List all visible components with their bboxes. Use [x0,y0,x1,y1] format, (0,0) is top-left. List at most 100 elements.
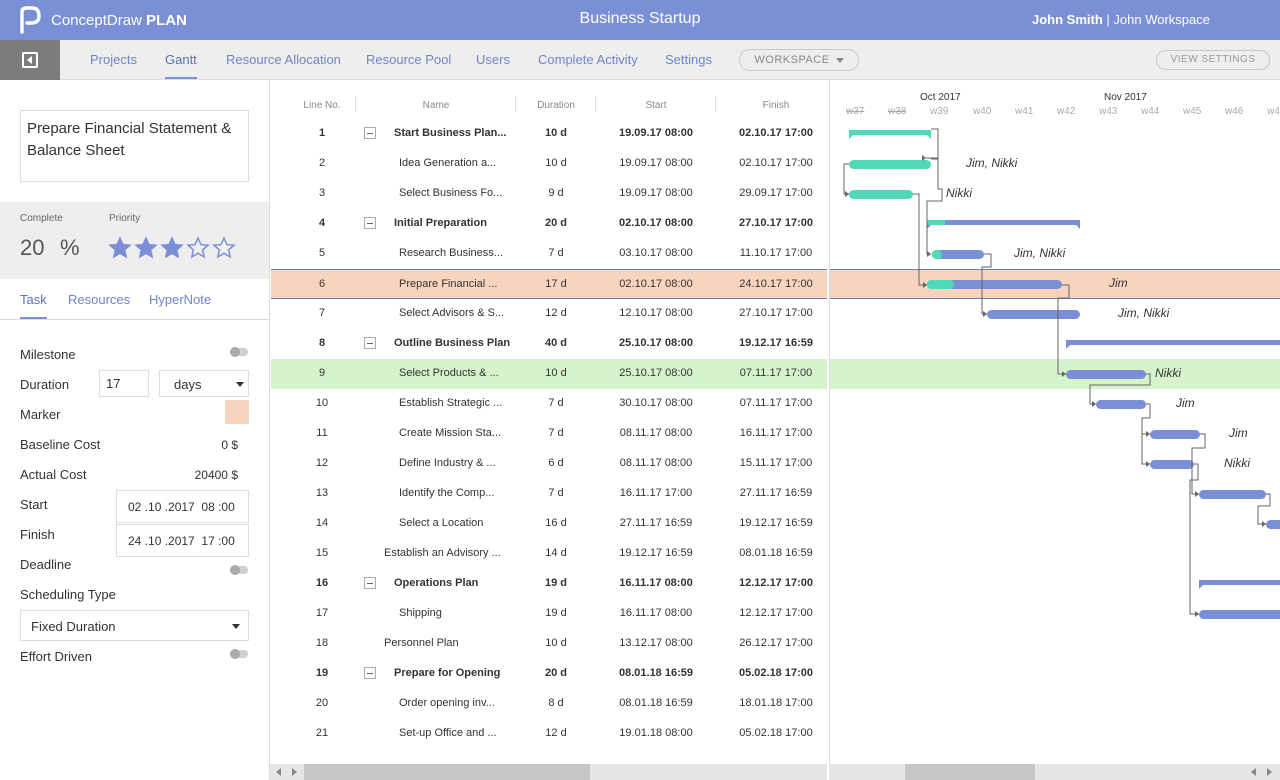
scroll-left-icon[interactable] [1251,768,1256,776]
priority-stars[interactable] [108,236,238,264]
table-row[interactable]: 15 Establish an Advisory ... 14 d 19.12.17 … [271,539,827,569]
summary-bar-cap[interactable] [927,130,931,139]
actual-cost-value[interactable]: 20400 $ [194,468,238,482]
table-row[interactable]: 3 Select Business Fo... 9 d 19.09.17 08:00 2… [271,179,827,209]
task-bar-progress[interactable] [927,280,954,289]
collapse-minus-icon[interactable] [364,127,376,139]
milestone-toggle[interactable] [230,347,248,357]
task-bar[interactable] [927,280,1062,289]
complete-value[interactable]: 20 [20,235,45,260]
scrollbar-thumb[interactable] [905,764,1035,780]
workspace-dropdown[interactable]: WORKSPACE [739,49,859,71]
table-row[interactable]: 7 Select Advisors & S... 12 d 12.10.17 08:0… [271,299,827,329]
finish-date-input[interactable]: 24 .10 .2017 17 :00 [116,524,249,557]
table-row[interactable]: 8 Outline Business Plan 40 d 25.10.17 08:00… [271,329,827,359]
scroll-left-icon[interactable] [276,768,281,776]
star-filled-icon[interactable] [134,236,158,260]
collapse-minus-icon[interactable] [364,337,376,349]
effort-driven-toggle[interactable] [230,649,248,659]
table-row[interactable]: 6 Prepare Financial ... 17 d 02.10.17 08:00… [271,269,827,299]
table-row[interactable]: 5 Research Business... 7 d 03.10.17 08:00 11… [271,239,827,269]
summary-bar-cap[interactable] [849,130,853,139]
task-bar[interactable] [1150,460,1194,469]
tab-gantt[interactable]: Gantt [165,52,197,79]
collapse-minus-icon[interactable] [364,667,376,679]
task-bar[interactable] [1150,430,1200,439]
star-filled-icon[interactable] [160,236,184,260]
scheduling-type-select[interactable]: Fixed Duration [20,610,249,641]
task-bar[interactable] [987,310,1080,319]
table-row[interactable]: 1 Start Business Plan... 10 d 19.09.17 08:0… [271,119,827,149]
task-bar[interactable] [1199,610,1280,619]
duration-input[interactable]: 17 [99,370,149,397]
deadline-toggle[interactable] [230,565,248,575]
star-empty-icon[interactable] [212,236,236,260]
tab-complete-activity[interactable]: Complete Activity [538,52,638,67]
tab-resource-allocation[interactable]: Resource Allocation [226,52,341,67]
dependency-arrow [1062,371,1066,377]
summary-bar[interactable] [927,220,1080,225]
star-empty-icon[interactable] [186,236,210,260]
table-row[interactable]: 18 Personnel Plan 10 d 13.12.17 08:00 26.12.… [271,629,827,659]
start-date-input[interactable]: 02 .10 .2017 08 :00 [116,490,249,523]
summary-bar[interactable] [1199,580,1280,585]
summary-bar-cap[interactable] [1066,340,1070,349]
gantt-horizontal-scrollbar[interactable] [829,764,1280,780]
collapse-minus-icon[interactable] [364,217,376,229]
tab-resource-pool[interactable]: Resource Pool [366,52,452,67]
subtab-resources[interactable]: Resources [68,292,131,307]
table-row[interactable]: 21 Set-up Office and ... 12 d 19.01.18 08:0… [271,719,827,749]
table-row[interactable]: 13 Identify the Comp... 7 d 16.11.17 17:00 2… [271,479,827,509]
summary-bar-cap[interactable] [1199,580,1203,589]
subtab-hypernote[interactable]: HyperNote [149,292,212,307]
view-settings-button[interactable]: VIEW SETTINGS [1156,50,1270,70]
table-row[interactable]: 12 Define Industry & ... 6 d 08.11.17 08:00… [271,449,827,479]
scrollbar-thumb[interactable] [304,764,590,780]
user-name[interactable]: John Smith [1032,12,1103,27]
summary-bar[interactable] [1066,340,1280,345]
workspace-name[interactable]: John Workspace [1113,12,1210,27]
task-bar[interactable] [1096,400,1146,409]
header-name[interactable]: Name [422,100,450,111]
header-duration[interactable]: Duration [537,100,575,111]
tab-settings[interactable]: Settings [665,52,712,67]
table-row[interactable]: 20 Order opening inv... 8 d 08.01.18 16:59 1… [271,689,827,719]
collapse-panel-button[interactable] [0,40,60,80]
duration-unit-select[interactable]: days [159,370,249,397]
subtab-task[interactable]: Task [20,292,47,319]
table-row[interactable]: 4 Initial Preparation 20 d 02.10.17 08:00 27… [271,209,827,239]
user-info[interactable]: John Smith | John Workspace [1032,12,1210,27]
collapse-minus-icon[interactable] [364,577,376,589]
task-bar[interactable] [849,190,913,199]
task-name-field[interactable]: Prepare Financial Statement & Balance Sh… [20,110,249,182]
scroll-right-icon[interactable] [292,768,297,776]
table-row[interactable]: 16 Operations Plan 19 d 16.11.17 08:00 12.12… [271,569,827,599]
task-bar[interactable] [1199,490,1266,499]
table-horizontal-scrollbar[interactable] [270,764,827,780]
summary-bar-cap[interactable] [1076,220,1080,229]
table-row[interactable]: 14 Select a Location 16 d 27.11.17 16:59 19.… [271,509,827,539]
header-start[interactable]: Start [645,100,667,111]
baseline-cost-value[interactable]: 0 $ [221,438,238,452]
summary-bar[interactable] [849,130,931,135]
task-bar[interactable] [849,160,931,169]
marker-color-swatch[interactable] [225,400,249,424]
tab-users[interactable]: Users [476,52,510,67]
gantt-bars[interactable] [830,80,1280,764]
table-row[interactable]: 9 Select Products & ... 10 d 25.10.17 08:00… [271,359,827,389]
table-row[interactable]: 10 Establish Strategic ... 7 d 30.10.17 08:… [271,389,827,419]
task-bar[interactable] [932,250,984,259]
table-row[interactable]: 17 Shipping 19 d 16.11.17 08:00 12.12.17 17:… [271,599,827,629]
tab-projects[interactable]: Projects [90,52,137,67]
header-line-no[interactable]: Line No. [303,100,341,111]
table-row[interactable]: 19 Prepare for Opening 20 d 08.01.18 16:59 0… [271,659,827,689]
task-bar-progress[interactable] [932,250,942,259]
table-row[interactable]: 2 Idea Generation a... 10 d 19.09.17 08:00 0… [271,149,827,179]
star-filled-icon[interactable] [108,236,132,260]
task-table: Line No. Name Duration Start Finish 1 Sta… [271,80,827,764]
header-finish[interactable]: Finish [762,100,790,111]
scroll-right-icon[interactable] [1267,768,1272,776]
table-row[interactable]: 11 Create Mission Sta... 7 d 08.11.17 08:00… [271,419,827,449]
task-bar[interactable] [1066,370,1146,379]
task-bar[interactable] [1266,520,1280,529]
